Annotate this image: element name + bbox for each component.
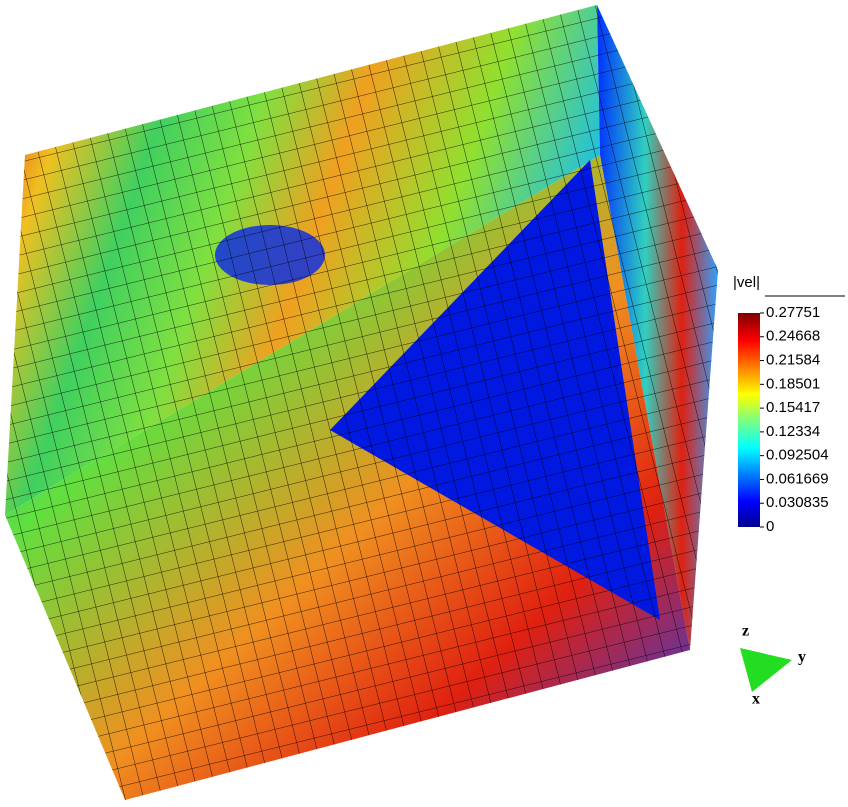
mesh — [5, 5, 600, 515]
axis-triad: z y x — [740, 623, 806, 708]
axis-label: x — [752, 691, 760, 708]
colorbar-tick-label: 0.030835 — [766, 494, 829, 511]
colorbar-tick-label: 0.12334 — [766, 423, 820, 440]
colorbar-scale — [738, 313, 760, 527]
colorbar-tick-label: 0.21584 — [766, 352, 820, 369]
axis-label: y — [798, 649, 806, 666]
colorbar-tick-label: 0.061669 — [766, 470, 829, 487]
colorbar-label: |vel| — [733, 274, 760, 291]
colorbar-tick-label: 0.27751 — [766, 304, 820, 321]
colorbar-tick-label: 0 — [766, 518, 774, 535]
triad — [740, 648, 792, 692]
mesh — [5, 155, 690, 800]
cube — [5, 5, 718, 800]
colorbar-tick-label: 0.092504 — [766, 447, 829, 464]
colorbar: |vel| 0.27751 0.24668 0.21584 0.18501 0.1541… — [733, 274, 845, 535]
colorbar-tick-label: 0.24668 — [766, 328, 820, 345]
mesh — [597, 5, 718, 650]
colorbar-tick-label: 0.18501 — [766, 375, 820, 392]
colorbar-tick-label: 0.15417 — [766, 399, 820, 416]
axis-label: z — [742, 623, 749, 640]
